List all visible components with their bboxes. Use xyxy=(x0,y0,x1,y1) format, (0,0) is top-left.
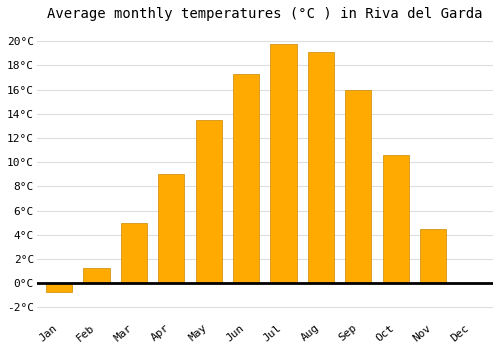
Bar xyxy=(346,90,372,283)
Bar xyxy=(84,267,110,283)
Bar xyxy=(420,229,446,283)
Bar xyxy=(233,74,260,283)
Title: Average monthly temperatures (°C ) in Riva del Garda: Average monthly temperatures (°C ) in Ri… xyxy=(47,7,482,21)
Bar xyxy=(196,120,222,283)
Bar xyxy=(121,223,147,283)
Bar xyxy=(270,44,296,283)
Bar xyxy=(46,283,72,292)
Bar xyxy=(308,52,334,283)
Bar xyxy=(158,174,184,283)
Bar xyxy=(382,155,409,283)
